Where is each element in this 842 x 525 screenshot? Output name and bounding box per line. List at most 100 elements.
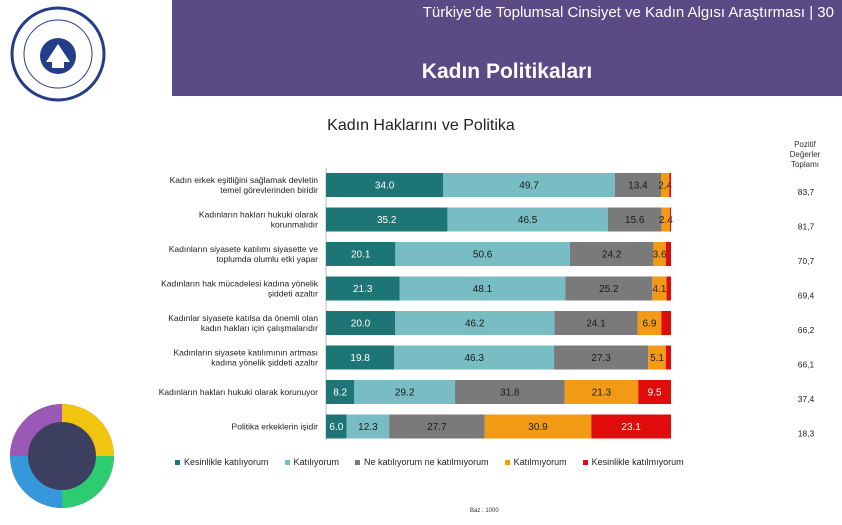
data-label: 2.4	[658, 181, 672, 192]
legend: Kesinlikle katılıyorum Katılıyorum Ne ka…	[175, 457, 700, 467]
category-label-line: Kadınların hakları hukuki olarak	[199, 210, 319, 220]
bar-segment	[564, 380, 639, 404]
legend-item-katiliyorum: Katılıyorum	[284, 457, 340, 467]
category-label-line: Kadınların siyasete katılımının artması	[173, 348, 318, 358]
bar-segment	[665, 242, 671, 266]
category-label: Kadın erkek eşitliğini sağlamak devletin…	[170, 175, 319, 195]
data-label: 46.3	[464, 353, 484, 364]
category-label-line: Politika erkeklerin işidir	[232, 422, 319, 432]
bar-segment	[354, 380, 456, 404]
positive-total: 83,7	[798, 187, 815, 197]
category-label: Kadınlar siyasete katılsa da önemli olan…	[168, 313, 318, 333]
category-label: Kadınların hakları hukuki olarak korunuy…	[159, 387, 318, 397]
bar-segment	[661, 311, 671, 335]
legend-label: Ne katılıyorum ne katılmıyorum	[364, 457, 489, 467]
data-label: 6.0	[329, 422, 343, 433]
legend-label: Kesinlikle katılıyorum	[184, 457, 269, 467]
section-title: Kadın Politikaları	[421, 60, 593, 83]
legend-swatch	[582, 459, 588, 465]
category-label: Kadınların siyasete katılımının artması k…	[173, 348, 318, 368]
data-label: 3.6	[653, 250, 667, 261]
bar-segment	[455, 380, 565, 404]
legend-item-ne-katiliyorum: Ne katılıyorum ne katılmıyorum	[355, 457, 489, 467]
bar-segment	[554, 311, 638, 335]
data-label: 15.6	[625, 215, 645, 226]
bar-segment	[665, 345, 671, 370]
university-logo	[10, 6, 106, 102]
bar-segment	[395, 311, 555, 335]
data-label: 25.2	[599, 284, 619, 295]
chart-title: Kadın Haklarını ve Politika	[327, 117, 515, 134]
bar-segment	[326, 345, 395, 370]
bar-segment	[660, 173, 670, 197]
bar-segment	[443, 173, 615, 197]
bar-segment	[648, 345, 666, 370]
data-label: 5.1	[650, 353, 664, 364]
positive-total-header: Pozitif Değerler Toplamı	[789, 140, 821, 169]
bar-segment	[565, 276, 653, 301]
research-center-badge	[10, 404, 114, 508]
data-label: 29.2	[395, 388, 415, 399]
positive-total: 37,4	[798, 394, 815, 404]
bar-segment	[669, 207, 671, 232]
legend-swatch	[355, 459, 361, 465]
report-title: Türkiye’de Toplumsal Cinsiyet ve Kadın A…	[422, 4, 834, 21]
stacked-bar-chart: Kadın erkek eşitliğini sağlamak devletin…	[159, 168, 815, 440]
data-label: 48.1	[473, 284, 493, 295]
data-label: 50.6	[473, 250, 493, 261]
positive-total: 66,1	[798, 360, 815, 370]
legend-item-kesinlikle-katilmiyorum: Kesinlikle katılmıyorum	[582, 457, 684, 467]
data-label: 46.5	[518, 215, 538, 226]
bar-segment	[637, 311, 662, 335]
category-label-line: Kadınlar siyasete katılsa da önemli olan	[168, 313, 318, 323]
data-label: 24.2	[602, 250, 622, 261]
data-label: 24.1	[586, 319, 606, 330]
positive-total: 69,4	[798, 291, 815, 301]
bar-segment	[591, 414, 671, 439]
category-label-line: toplumda olumlu etki yapar	[216, 254, 318, 264]
data-label: 23.1	[621, 422, 641, 433]
header-band: Türkiye’de Toplumsal Cinsiyet ve Kadın A…	[172, 0, 842, 96]
data-label: 12.3	[358, 422, 378, 433]
positive-total: 66,2	[798, 325, 815, 335]
bar-segment	[326, 311, 395, 335]
bar-segment	[326, 173, 444, 197]
bar-segment	[484, 414, 592, 439]
data-label: 30.9	[528, 422, 548, 433]
data-label: 27.7	[427, 422, 447, 433]
category-label-line: korunmalıdır	[271, 220, 318, 230]
base-note: Baz : 1000	[470, 508, 499, 514]
legend-label: Katılmıyorum	[513, 457, 567, 467]
data-label: 21.3	[353, 284, 373, 295]
bar-segment	[346, 414, 390, 439]
data-label: 20.1	[351, 250, 371, 261]
data-label: 35.2	[377, 215, 397, 226]
legend-label: Katılıyorum	[293, 457, 340, 467]
bar-segment	[614, 173, 661, 197]
bar-segment	[395, 242, 570, 266]
positive-total: 70,7	[798, 256, 815, 266]
data-label: 9.5	[648, 388, 662, 399]
bar-segment	[607, 207, 662, 232]
data-label: 2.4	[659, 215, 673, 226]
data-label: 6.9	[642, 319, 656, 330]
category-label-line: kadın hakları için çalışmalarıdır	[201, 323, 318, 333]
bar-segment	[326, 414, 347, 439]
bar-segment	[661, 207, 670, 232]
data-label: 31.8	[500, 388, 520, 399]
data-label: 27.3	[591, 353, 611, 364]
data-label: 19.8	[350, 353, 370, 364]
positive-total: 81,7	[798, 222, 815, 232]
data-label: 21.3	[592, 388, 612, 399]
category-label-line: Kadınların siyasete katılımı siyasette v…	[169, 244, 319, 254]
category-label: Politika erkeklerin işidir	[232, 422, 319, 432]
legend-swatch	[175, 459, 180, 465]
bar-segment	[638, 380, 671, 404]
bar-segment	[326, 276, 400, 301]
category-label-line: Kadınların hakları hukuki olarak korunuy…	[159, 387, 318, 397]
category-label: Kadınların siyasete katılımı siyasette v…	[169, 244, 319, 264]
data-label: 46.2	[465, 319, 485, 330]
positive-total: 18,3	[798, 429, 815, 439]
bar-segment	[326, 380, 355, 404]
category-label-line: şiddeti azaltır	[268, 289, 318, 299]
